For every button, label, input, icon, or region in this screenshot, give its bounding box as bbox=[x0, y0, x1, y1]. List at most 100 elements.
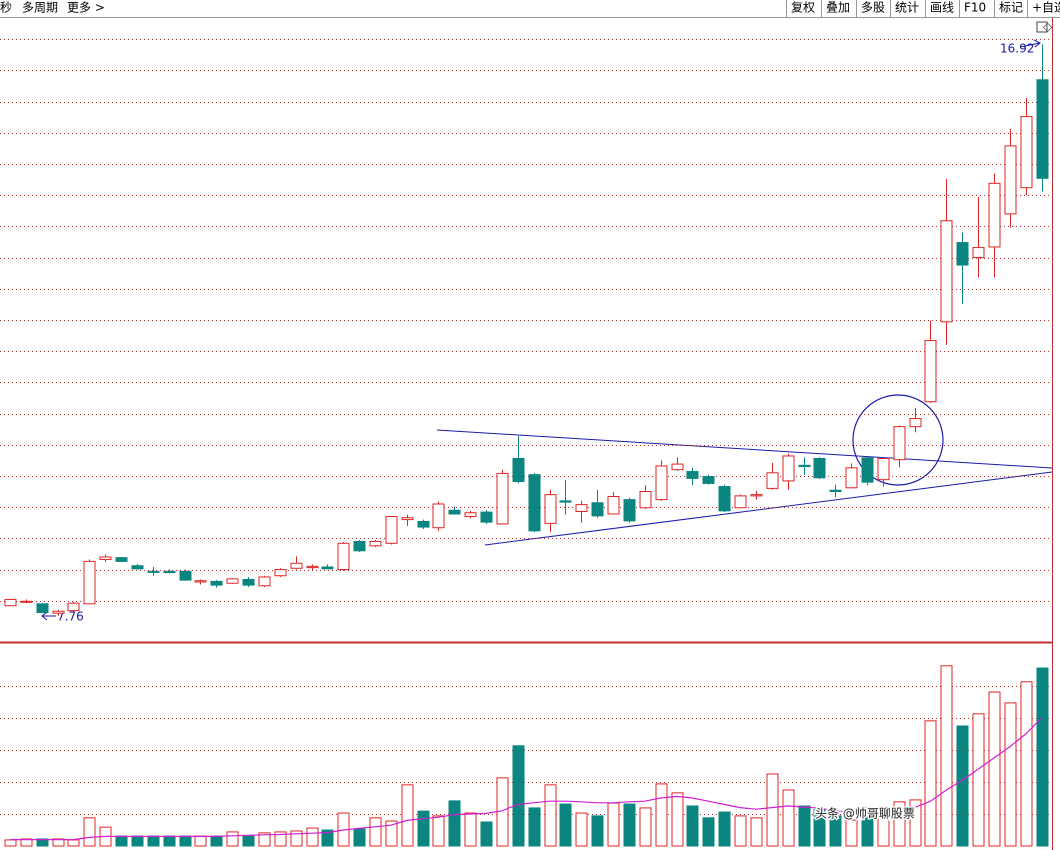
volume-bar bbox=[940, 665, 953, 847]
candle-body bbox=[750, 494, 763, 497]
candle-body bbox=[290, 562, 303, 569]
candle-body bbox=[591, 502, 604, 517]
candle-body bbox=[464, 512, 477, 517]
volume-bar bbox=[512, 745, 525, 847]
candle-body bbox=[734, 495, 747, 509]
toolbar-button[interactable]: +自选 bbox=[1032, 1, 1060, 15]
volume-bar bbox=[274, 831, 287, 847]
volume-bar bbox=[639, 807, 652, 847]
volume-bar bbox=[782, 789, 795, 847]
volume-bar bbox=[718, 811, 731, 847]
candle-body bbox=[1020, 116, 1033, 189]
candle-body bbox=[337, 542, 350, 571]
toolbar-button[interactable]: 标记 bbox=[999, 1, 1023, 15]
candle-body bbox=[36, 603, 49, 614]
candle-body bbox=[210, 580, 223, 586]
icon[interactable] bbox=[1036, 21, 1048, 33]
candle-body bbox=[924, 340, 937, 403]
candle-body bbox=[99, 556, 112, 561]
candle-body bbox=[607, 496, 620, 515]
volume-bar bbox=[686, 805, 699, 847]
volume-bar bbox=[750, 817, 763, 847]
volume-bar bbox=[671, 792, 684, 847]
toolbar-button[interactable]: 叠加 bbox=[826, 1, 850, 15]
volume-bar bbox=[20, 838, 33, 847]
volume-bar bbox=[607, 802, 620, 847]
candle-body bbox=[242, 578, 255, 586]
volume-ma-line bbox=[10, 717, 1042, 841]
volume-bar bbox=[528, 807, 541, 847]
candle-body bbox=[798, 464, 811, 468]
candle-body bbox=[131, 565, 144, 570]
candle-body bbox=[448, 509, 461, 515]
volume-bar bbox=[147, 835, 160, 847]
volume-bar bbox=[210, 835, 223, 847]
candle-body bbox=[845, 467, 858, 489]
candle-body bbox=[274, 569, 287, 577]
candle-body bbox=[194, 580, 207, 583]
volume-bar bbox=[52, 838, 65, 847]
volume-bar bbox=[480, 821, 493, 847]
candle-body bbox=[655, 465, 668, 501]
candle-body bbox=[67, 602, 80, 612]
candle-body bbox=[4, 598, 17, 607]
candle-body bbox=[956, 242, 969, 266]
candle-body bbox=[861, 457, 874, 483]
candle-body bbox=[20, 600, 33, 603]
toolbar-button[interactable]: 复权 bbox=[791, 1, 815, 15]
volume-bar bbox=[417, 810, 430, 847]
watermark: 头条 @帅哥聊股票 bbox=[815, 807, 915, 821]
volume-bar bbox=[1020, 681, 1033, 847]
volume-bar bbox=[226, 831, 239, 847]
candle-body bbox=[496, 472, 509, 525]
volume-bar bbox=[369, 817, 382, 847]
candle-body bbox=[1004, 145, 1017, 215]
candle-body bbox=[940, 220, 953, 323]
toolbar-button[interactable]: 画线 bbox=[930, 1, 954, 15]
candle-body bbox=[52, 610, 65, 614]
candle-body bbox=[718, 486, 731, 512]
volume-bar bbox=[559, 803, 572, 847]
candle-body bbox=[258, 576, 271, 587]
volume-bar bbox=[194, 835, 207, 847]
toolbar-button[interactable]: 统计 bbox=[895, 1, 919, 15]
volume-bar bbox=[464, 812, 477, 847]
candle-body bbox=[163, 570, 176, 574]
candle-body bbox=[988, 182, 1001, 248]
candle-body bbox=[480, 511, 493, 523]
volume-bar bbox=[956, 725, 969, 847]
candle-body bbox=[417, 520, 430, 528]
candle-body bbox=[179, 570, 192, 581]
candle-body bbox=[909, 418, 922, 428]
candle-body bbox=[559, 500, 572, 503]
volume-bar bbox=[655, 783, 668, 847]
toolbar-item[interactable]: 多周期 bbox=[22, 1, 58, 15]
toolbar-button[interactable]: 多股 bbox=[861, 1, 885, 15]
candle-body bbox=[385, 515, 398, 544]
toolbar-item[interactable]: 秒 bbox=[0, 1, 12, 15]
candle-body bbox=[369, 540, 382, 547]
trend-line bbox=[436, 429, 1053, 469]
candle-body bbox=[877, 457, 890, 481]
low-arrow bbox=[41, 611, 56, 621]
candle-body bbox=[702, 476, 715, 484]
volume-bar bbox=[909, 799, 922, 847]
candle-body bbox=[401, 517, 414, 521]
volume-bar bbox=[734, 815, 747, 847]
volume-bar bbox=[766, 773, 779, 847]
volume-bar bbox=[83, 817, 96, 847]
volume-bar bbox=[242, 835, 255, 847]
toolbar-item[interactable]: 更多 > bbox=[67, 1, 105, 15]
candle-body bbox=[353, 540, 366, 552]
candle-body bbox=[147, 570, 160, 573]
volume-bar bbox=[877, 815, 890, 847]
volume-bar bbox=[258, 832, 271, 847]
candle-body bbox=[575, 504, 588, 512]
volume-bar bbox=[813, 809, 826, 847]
volume-bar bbox=[36, 838, 49, 847]
toolbar-button[interactable]: F10 bbox=[964, 1, 986, 15]
volume-bar bbox=[67, 839, 80, 847]
icon[interactable]: ◇ bbox=[1043, 20, 1053, 34]
volume-bar bbox=[924, 720, 937, 847]
volume-bar bbox=[861, 807, 874, 847]
